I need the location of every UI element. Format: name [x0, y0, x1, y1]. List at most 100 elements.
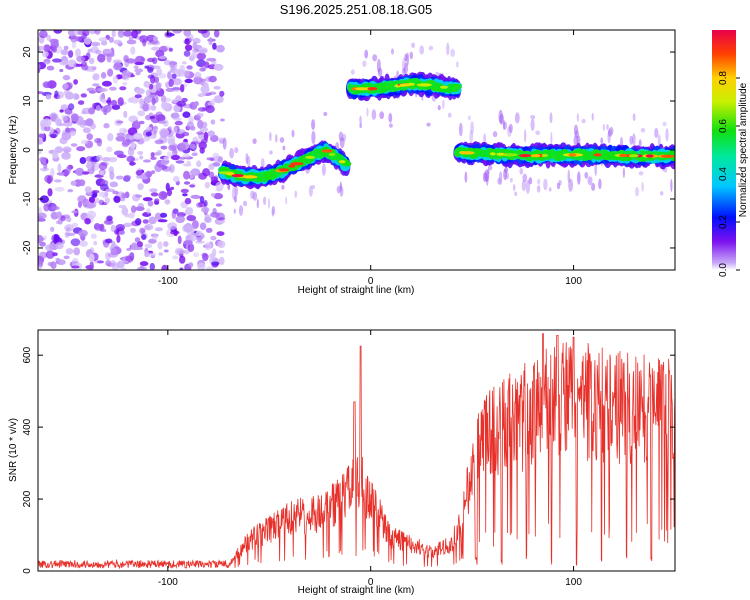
- sideband-speckle: [665, 128, 669, 142]
- noise-speckle: [47, 188, 53, 197]
- noise-speckle: [199, 113, 204, 117]
- noise-speckle: [146, 57, 155, 63]
- noise-speckle: [220, 118, 225, 122]
- noise-speckle: [68, 50, 74, 58]
- noise-speckle: [84, 186, 92, 193]
- snr-frame: [37, 329, 676, 572]
- noise-speckle: [50, 167, 55, 177]
- noise-speckle: [170, 112, 180, 119]
- noise-speckle: [106, 215, 113, 222]
- sideband-speckle: [622, 167, 626, 178]
- noise-speckle: [91, 190, 100, 194]
- noise-speckle: [211, 261, 220, 266]
- sideband-speckle: [233, 208, 236, 214]
- noise-speckle: [93, 223, 101, 230]
- noise-speckle: [111, 104, 121, 110]
- noise-speckle: [153, 125, 158, 134]
- colorbar-label: Normalized spectral amplitude: [738, 82, 749, 217]
- noise-speckle: [142, 197, 153, 202]
- noise-speckle: [103, 123, 110, 129]
- noise-speckle: [134, 120, 139, 127]
- spectrogram-ytick-label: -20: [22, 240, 33, 255]
- noise-speckle: [42, 81, 51, 88]
- sideband-speckle: [252, 138, 257, 145]
- colorbar-tick-label: 0.2: [718, 215, 729, 229]
- sideband-speckle: [252, 191, 258, 201]
- noise-speckle: [167, 222, 178, 230]
- noise-speckle: [199, 127, 209, 132]
- noise-speckle: [154, 198, 160, 203]
- noise-speckle: [55, 220, 61, 224]
- noise-speckle: [75, 167, 85, 176]
- noise-speckle: [126, 155, 135, 163]
- noise-speckle: [54, 90, 59, 98]
- noise-speckle: [154, 227, 163, 232]
- sideband-speckle: [311, 119, 316, 131]
- noise-speckle: [177, 69, 185, 77]
- noise-speckle: [103, 48, 113, 54]
- noise-speckle: [84, 218, 91, 225]
- sideband-speckle: [364, 49, 369, 59]
- noise-speckle: [130, 227, 136, 233]
- noise-speckle: [182, 131, 190, 137]
- sideband-speckle: [525, 179, 531, 194]
- noise-speckle: [203, 131, 209, 141]
- sideband-speckle: [229, 147, 235, 159]
- noise-speckle: [196, 52, 206, 61]
- noise-speckle: [38, 218, 46, 222]
- noise-speckle: [55, 117, 61, 126]
- noise-speckle: [183, 223, 194, 233]
- noise-speckle: [139, 261, 149, 267]
- noise-speckle: [38, 138, 44, 145]
- sideband-speckle: [234, 195, 237, 203]
- noise-speckle: [157, 219, 168, 223]
- noise-speckle: [144, 96, 152, 103]
- noise-speckle: [76, 120, 85, 126]
- noise-speckle: [117, 97, 124, 107]
- noise-speckle: [86, 133, 93, 141]
- sideband-speckle: [279, 137, 285, 143]
- noise-speckle: [64, 83, 69, 90]
- noise-speckle: [148, 216, 157, 225]
- sideband-speckle: [389, 123, 393, 128]
- noise-speckle: [70, 180, 77, 186]
- noise-speckle: [63, 255, 70, 260]
- sideband-speckle: [537, 178, 541, 185]
- sideband-speckle: [391, 48, 394, 55]
- noise-speckle: [82, 127, 91, 134]
- noise-speckle: [70, 34, 78, 43]
- noise-speckle: [212, 152, 220, 161]
- noise-speckle: [123, 30, 133, 37]
- noise-speckle: [67, 30, 76, 37]
- sideband-speckle: [379, 111, 385, 120]
- sideband-speckle: [587, 176, 593, 186]
- noise-speckle: [39, 156, 47, 163]
- noise-speckle: [51, 45, 58, 53]
- noise-speckle: [212, 162, 221, 167]
- noise-speckle: [101, 98, 107, 103]
- noise-speckle: [122, 129, 128, 133]
- sideband-speckle: [396, 70, 399, 78]
- noise-speckle: [109, 171, 115, 180]
- sideband-speckle: [536, 185, 541, 193]
- noise-speckle: [70, 143, 78, 147]
- noise-speckle: [169, 60, 176, 69]
- noise-speckle: [65, 248, 74, 255]
- noise-speckle: [123, 110, 128, 118]
- sideband-speckle: [411, 42, 415, 49]
- noise-speckle: [136, 267, 142, 270]
- noise-speckle: [80, 93, 88, 98]
- noise-speckle: [95, 105, 101, 112]
- noise-speckle: [155, 212, 162, 220]
- noise-speckle: [122, 139, 131, 146]
- sideband-speckle: [227, 183, 231, 191]
- noise-speckle: [43, 203, 50, 212]
- noise-speckle: [141, 234, 147, 240]
- sideband-speckle: [291, 129, 295, 138]
- noise-speckle: [150, 170, 156, 175]
- noise-speckle: [213, 192, 223, 200]
- tone-peak: [419, 83, 432, 87]
- tone-peak: [660, 154, 675, 158]
